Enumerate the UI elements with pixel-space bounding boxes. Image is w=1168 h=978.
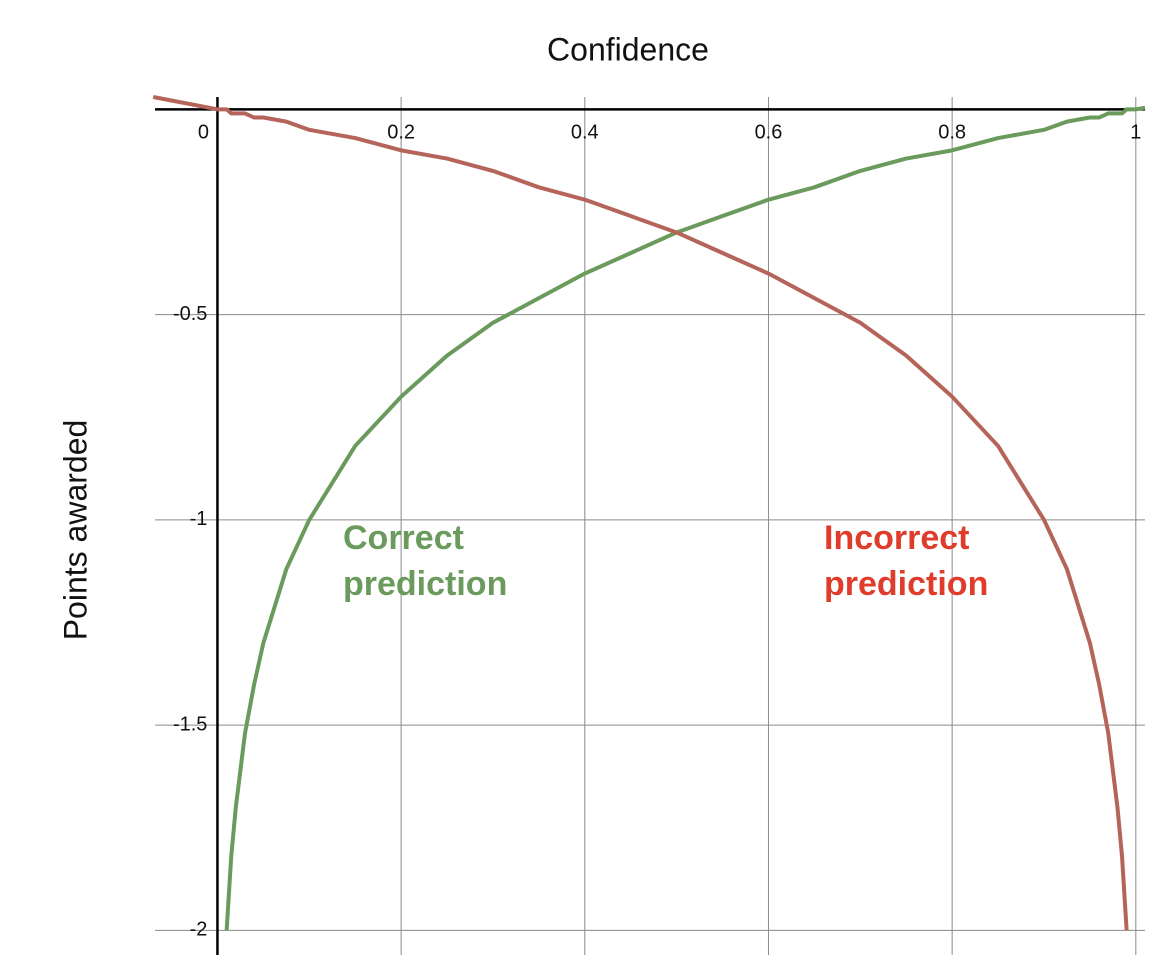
annotation: Correct bbox=[343, 519, 464, 557]
annotation: Incorrect bbox=[824, 519, 970, 557]
series bbox=[224, 105, 1146, 931]
x-tick-label: 0 bbox=[198, 122, 209, 144]
x-tick-label: 1 bbox=[1130, 122, 1141, 144]
x-tick-label: 0.4 bbox=[571, 122, 599, 144]
chart-title: Confidence bbox=[547, 31, 709, 67]
annotation: prediction bbox=[343, 565, 507, 603]
series bbox=[152, 95, 1129, 931]
y-tick-label: -2 bbox=[190, 919, 208, 941]
y-axis-label: Points awarded bbox=[57, 420, 93, 641]
y-tick-label: -0.5 bbox=[173, 303, 207, 325]
y-tick-label: -1.5 bbox=[173, 713, 207, 735]
line bbox=[224, 105, 1146, 931]
x-tick-label: 0.2 bbox=[387, 122, 415, 144]
annotation: prediction bbox=[824, 565, 988, 603]
x-tick-label: 0.6 bbox=[755, 122, 783, 144]
x-tick-label: 0.8 bbox=[938, 122, 966, 144]
line bbox=[152, 95, 1129, 931]
y-tick-label: -1 bbox=[190, 508, 208, 530]
